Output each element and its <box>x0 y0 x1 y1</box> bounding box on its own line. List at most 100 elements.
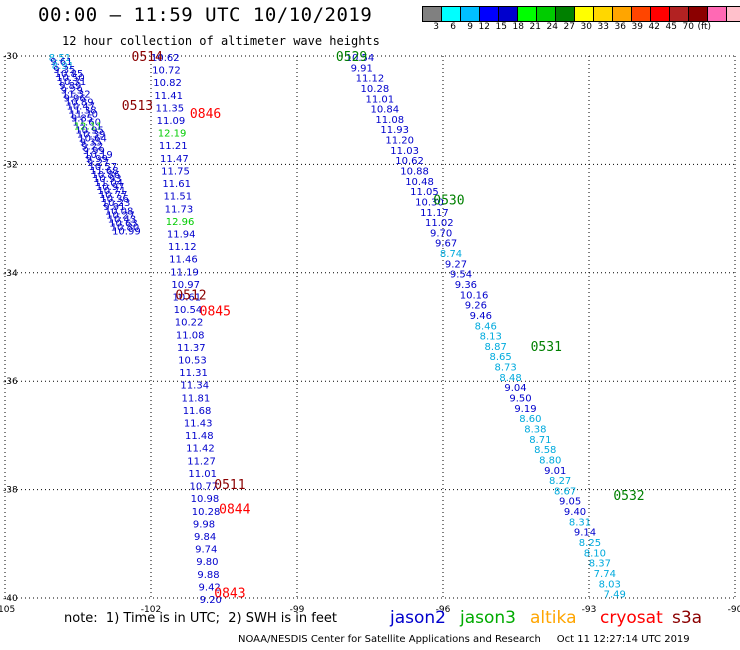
data-point-label: 10.82 <box>153 78 182 89</box>
data-point-label: 9.89 <box>59 81 81 92</box>
pass-time-label: 0846 <box>190 107 221 122</box>
color-scale-label: 30 <box>580 22 592 32</box>
data-point-label: 8.74 <box>440 249 462 260</box>
data-point-label: 8.58 <box>534 445 556 456</box>
data-point-label: 11.51 <box>163 192 192 203</box>
data-point-label: 11.34 <box>180 381 209 392</box>
data-point-label: 10.97 <box>171 280 200 291</box>
y-tick-label: -32 <box>3 160 18 170</box>
data-point-label: 10.72 <box>152 66 181 77</box>
data-point-label: 9.26 <box>465 301 487 312</box>
data-point-label: 11.32 <box>62 89 91 100</box>
data-point-label: 9.91 <box>351 63 373 74</box>
pass-time-label: 0513 <box>122 99 153 114</box>
data-point-label: 11.81 <box>182 393 211 404</box>
data-point-label: 10.95 <box>75 126 104 137</box>
data-point-label: 10.80 <box>111 222 140 233</box>
x-tick-label: -99 <box>290 605 305 615</box>
y-tick-label: -34 <box>3 269 18 279</box>
data-point-label: 8.25 <box>579 538 601 549</box>
data-point-label: 8.87 <box>485 342 507 353</box>
pass-time-label: 0531 <box>531 340 562 355</box>
data-point-label: 8.73 <box>494 363 516 374</box>
data-point-label: 11.68 <box>183 406 212 417</box>
data-point-label: 11.02 <box>425 218 454 229</box>
x-tick-label: -93 <box>582 605 597 615</box>
data-point-label: 8.71 <box>529 435 551 446</box>
legend-entry-jason3: jason3 <box>460 608 516 628</box>
data-point-label: 10.99 <box>112 226 141 237</box>
data-point-label: 11.43 <box>184 419 213 430</box>
data-point-label: 9.61 <box>50 57 72 68</box>
data-point-label: 11.60 <box>72 118 101 129</box>
data-point-label: 9.05 <box>559 497 581 508</box>
data-point-label: 10.27 <box>106 210 135 221</box>
y-tick-label: -40 <box>3 594 18 604</box>
data-point-label: 10.62 <box>395 156 424 167</box>
legend-entry-s3a: s3a <box>672 608 703 628</box>
data-point-label: 10.22 <box>175 318 204 329</box>
page-subtitle: 12 hour collection of altimeter wave hei… <box>62 34 380 48</box>
data-point-label: 10.19 <box>84 150 113 161</box>
data-point-label: 11.12 <box>356 74 385 85</box>
data-point-label: 8.60 <box>519 414 541 425</box>
data-point-label: 7.74 <box>594 569 616 580</box>
data-point-label: 9.01 <box>544 466 566 477</box>
data-point-label: 10.54 <box>346 53 375 64</box>
y-tick-label: -30 <box>3 52 18 62</box>
data-point-label: 9.91 <box>103 202 125 213</box>
pass-time-label: 0530 <box>433 194 464 209</box>
data-point-label: 8.91 <box>52 61 74 72</box>
data-point-label: 8.46 <box>475 321 497 332</box>
color-scale-label: 21 <box>529 22 541 32</box>
data-point-label: 12.96 <box>166 217 195 228</box>
color-scale-label: 18 <box>512 22 524 32</box>
pass-time-label: 0845 <box>200 305 231 320</box>
footer-credit: NOAA/NESDIS Center for Satellite Applica… <box>238 634 690 645</box>
data-point-label: 9.85 <box>71 114 93 125</box>
data-point-label: 10.62 <box>151 53 180 64</box>
x-tick-label: -105 <box>0 605 15 615</box>
data-point-label: 9.99 <box>83 146 105 157</box>
data-point-label: 10.43 <box>108 214 137 225</box>
data-point-label: 11.68 <box>90 166 119 177</box>
legend-entry-jason2: jason2 <box>390 608 446 628</box>
data-point-label: 10.28 <box>361 84 390 95</box>
data-point-label: 9.14 <box>574 528 596 539</box>
data-point-label: 8.51 <box>49 53 71 64</box>
data-point-label: 10.39 <box>77 130 106 141</box>
data-point-label: 10.97 <box>96 182 125 193</box>
data-point-label: 10.28 <box>192 507 221 518</box>
data-point-label: 8.65 <box>490 352 512 363</box>
data-point-label: 11.08 <box>375 115 404 126</box>
data-point-label: 9.35 <box>80 138 102 149</box>
data-point-label: 11.20 <box>385 136 414 147</box>
data-point-label: 8.31 <box>569 517 591 528</box>
data-point-label: 8.13 <box>480 332 502 343</box>
data-point-label: 10.64 <box>78 134 107 145</box>
color-scale-label: 45 <box>665 22 677 32</box>
data-point-label: 10.47 <box>66 101 95 112</box>
data-point-label: 10.93 <box>93 174 122 185</box>
color-scale-label: 27 <box>563 22 575 32</box>
legend-entry-cryosat: cryosat <box>600 608 663 628</box>
data-point-label: 8.80 <box>539 455 561 466</box>
color-scale-label: 6 <box>450 22 456 32</box>
x-tick-label: -96 <box>436 605 451 615</box>
data-point-label: 11.03 <box>390 146 419 157</box>
color-scale-label: 24 <box>546 22 558 32</box>
data-point-label: 11.01 <box>366 94 395 105</box>
page-title: 00:00 – 11:59 UTC 10/10/2019 <box>38 4 373 26</box>
data-point-label: 10.08 <box>105 206 134 217</box>
data-point-label: 8.03 <box>599 579 621 590</box>
y-tick-label: -38 <box>3 486 18 496</box>
data-point-label: 11.19 <box>170 267 199 278</box>
data-point-label: 9.42 <box>199 582 221 593</box>
data-point-label: 9.74 <box>195 545 217 556</box>
data-point-label: 10.61 <box>173 292 202 303</box>
data-point-label: 11.27 <box>187 456 216 467</box>
data-point-label: 8.38 <box>524 424 546 435</box>
data-point-label: 9.54 <box>450 270 472 281</box>
